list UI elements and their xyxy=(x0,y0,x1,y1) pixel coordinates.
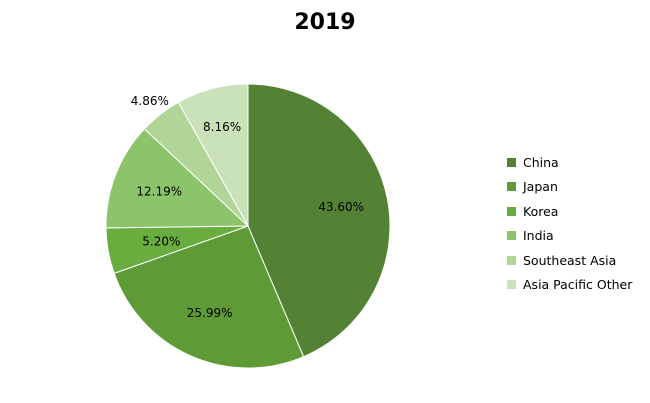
pie-slice-japan xyxy=(113,225,305,369)
legend-label: Southeast Asia xyxy=(523,252,617,268)
legend-swatch xyxy=(507,280,516,290)
legend-label: China xyxy=(523,154,559,170)
legend-swatch xyxy=(507,157,516,167)
data-label: 4.86% xyxy=(131,94,169,108)
legend-item: Asia Pacific Other xyxy=(507,273,632,298)
legend-item: Japan xyxy=(507,175,632,200)
data-label: 12.19% xyxy=(136,185,182,199)
data-label: 25.99% xyxy=(187,306,233,320)
pie-slice-india xyxy=(105,128,250,229)
legend: China Japan Korea India Southeast Asia Asia P… xyxy=(507,150,632,297)
legend-label: Japan xyxy=(523,179,558,195)
legend-label: India xyxy=(523,228,554,244)
legend-label: Korea xyxy=(523,203,559,219)
legend-swatch xyxy=(507,255,516,265)
legend-item: China xyxy=(507,150,632,175)
legend-swatch xyxy=(507,206,516,216)
legend-item: Korea xyxy=(507,199,632,224)
data-label: 8.16% xyxy=(203,120,241,134)
pie-slice-asia-pacific-other xyxy=(177,83,249,228)
data-label: 43.60% xyxy=(318,200,364,214)
legend-swatch xyxy=(507,182,516,192)
legend-label: Asia Pacific Other xyxy=(523,277,633,293)
data-label: 5.20% xyxy=(142,234,180,248)
legend-item: Southeast Asia xyxy=(507,248,632,273)
legend-item: India xyxy=(507,224,632,249)
legend-swatch xyxy=(507,231,516,241)
pie-slice-china xyxy=(247,83,391,358)
chart-title: 2019 xyxy=(294,10,356,35)
